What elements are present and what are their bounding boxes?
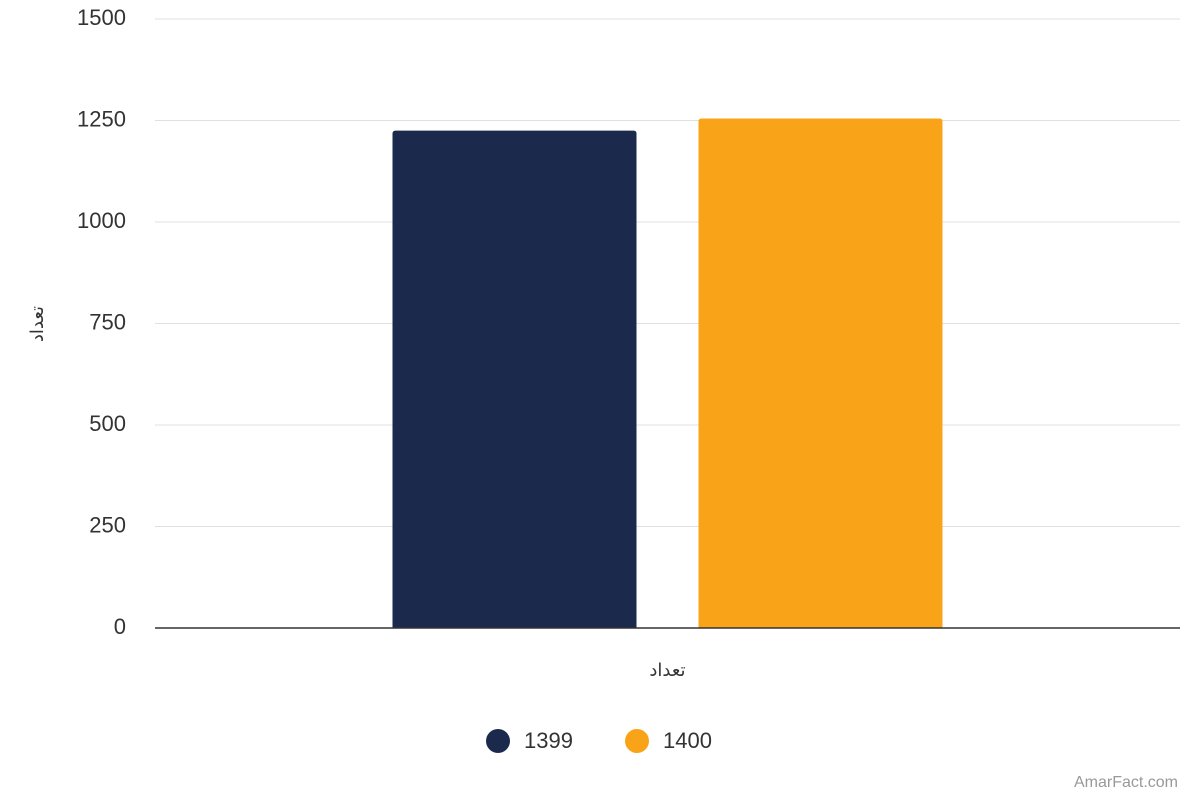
bar	[392, 130, 637, 628]
y-tick-label: 250	[89, 512, 126, 537]
bar	[698, 118, 943, 628]
legend-label: 1399	[524, 728, 573, 753]
y-tick-label: 0	[114, 614, 126, 639]
y-tick-label: 750	[89, 309, 126, 334]
y-tick-label: 500	[89, 411, 126, 436]
legend-marker	[625, 729, 649, 753]
x-tick-label: تعداد	[649, 660, 685, 680]
y-tick-label: 1500	[77, 5, 126, 30]
credit: AmarFact.com	[1074, 774, 1178, 791]
legend-label: 1400	[663, 728, 712, 753]
y-tick-label: 1250	[77, 106, 126, 131]
legend-marker	[486, 729, 510, 753]
y-tick-label: 1000	[77, 208, 126, 233]
y-axis-label: تعداد	[27, 306, 47, 342]
